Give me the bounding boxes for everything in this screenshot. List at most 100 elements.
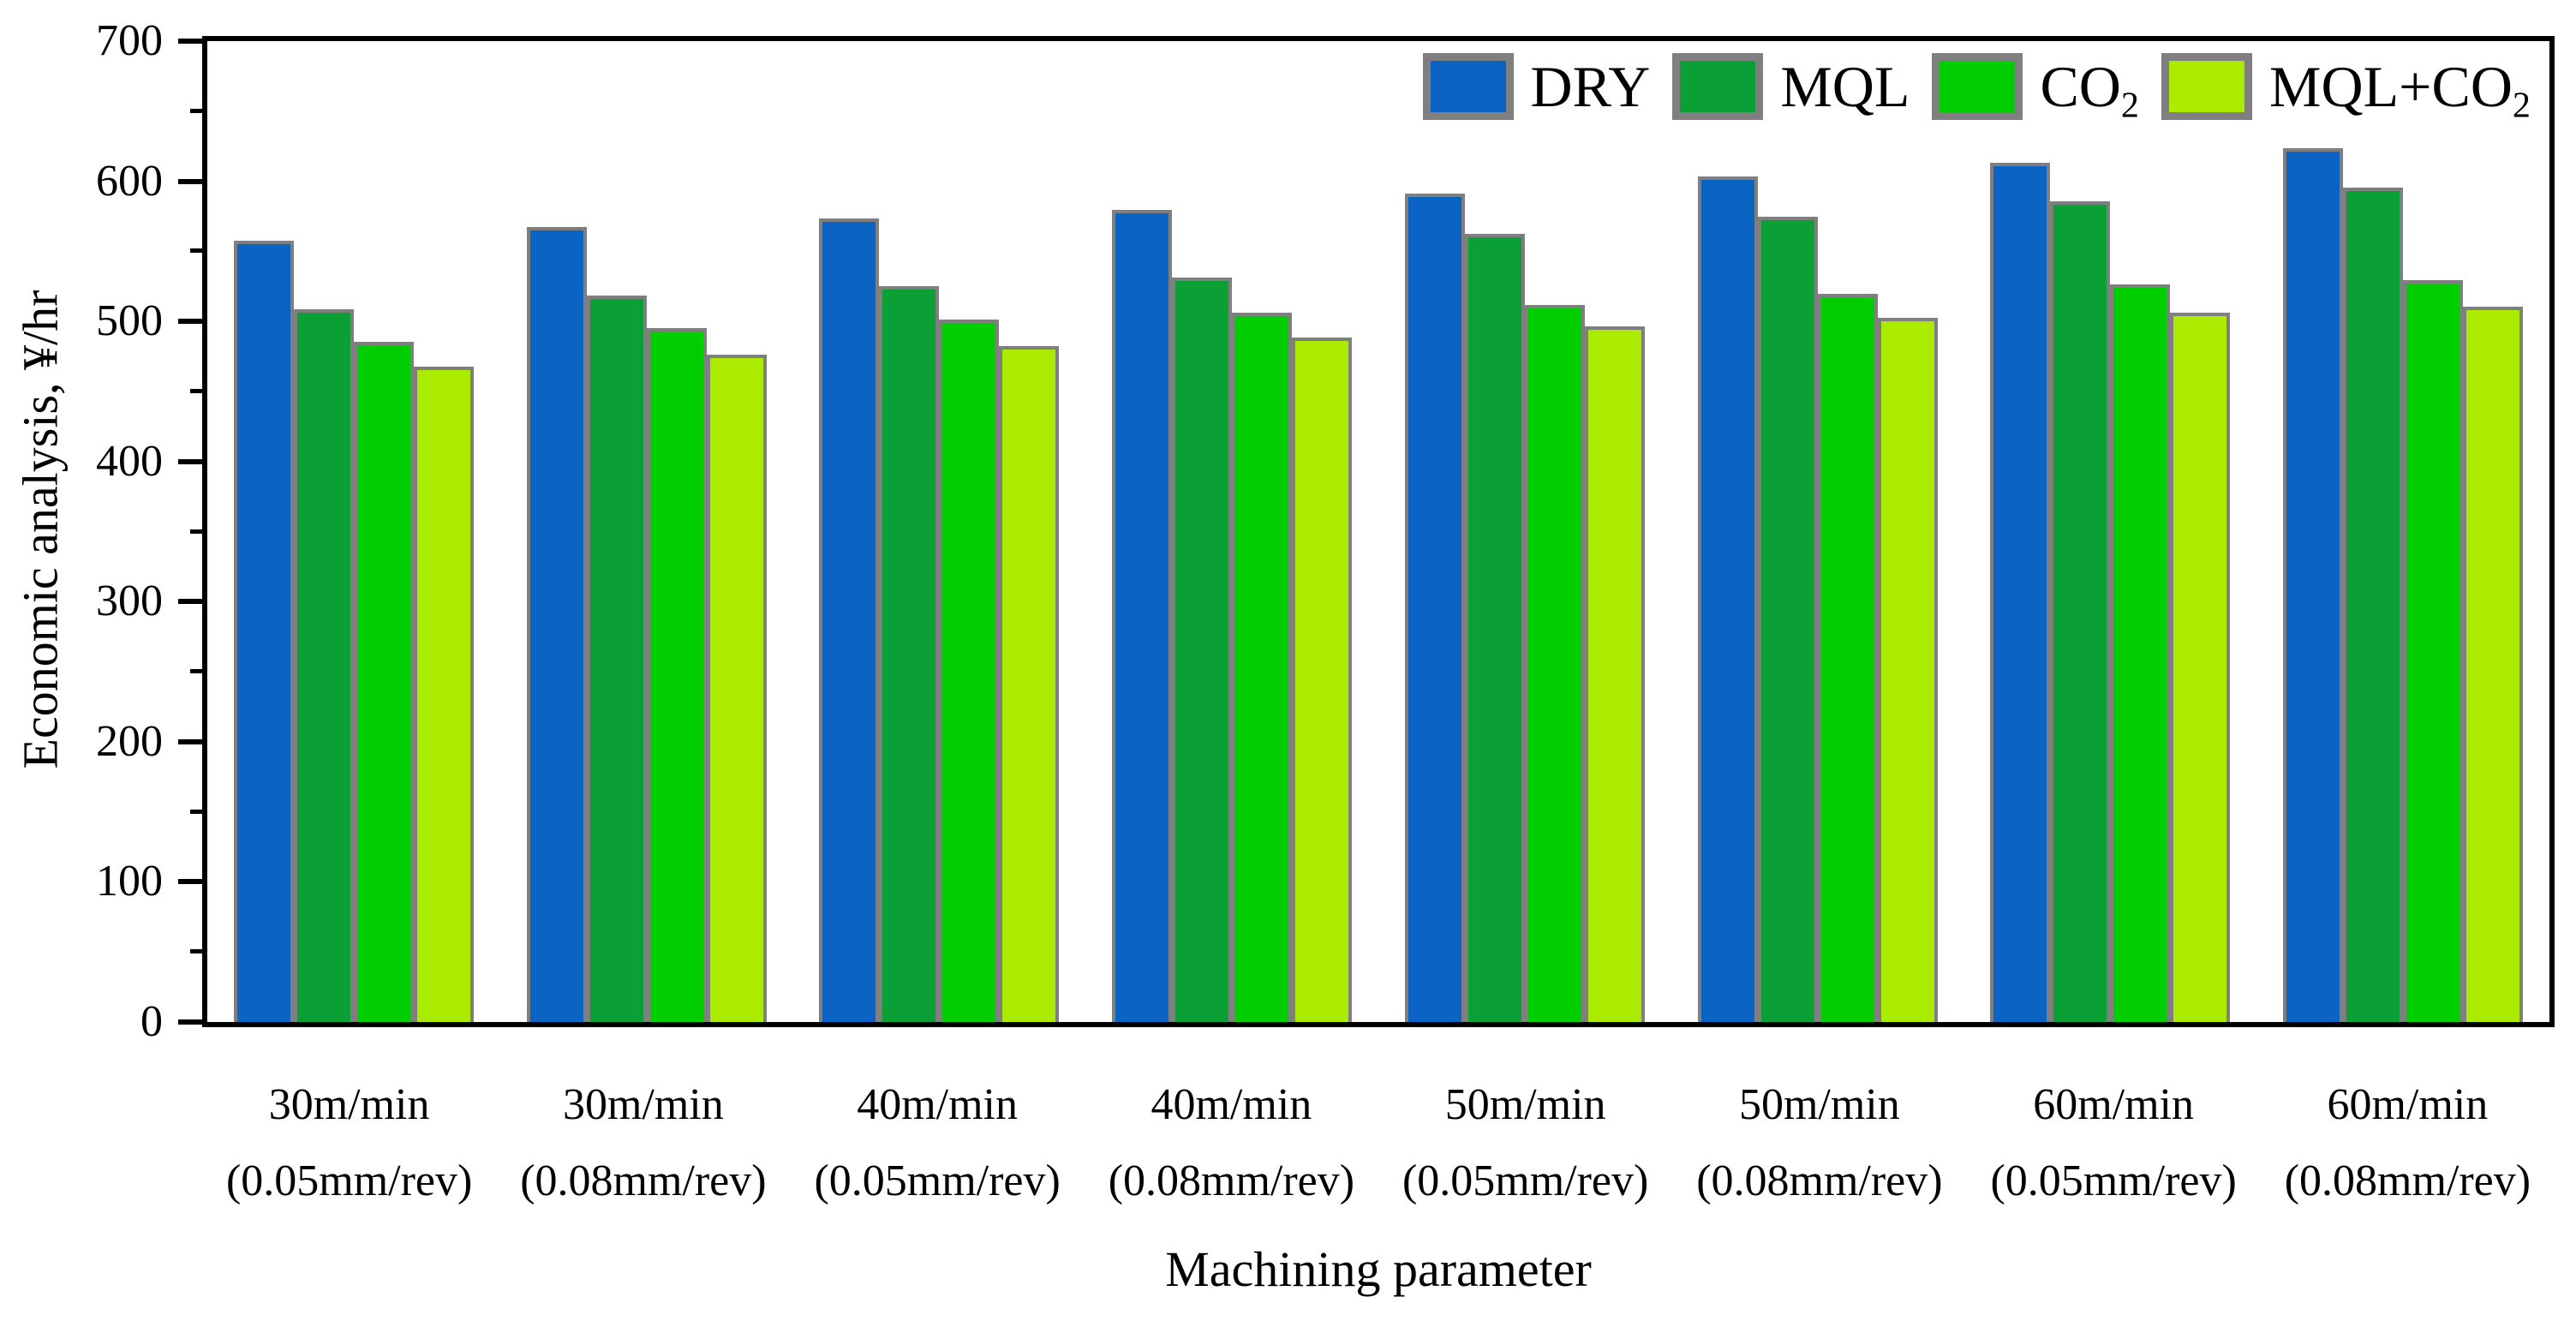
bar-mql <box>1464 234 1525 1022</box>
x-category-label: 40m/min (0.05mm/rev) <box>814 1067 1060 1220</box>
x-category-line1: 60m/min <box>2327 1080 2489 1129</box>
y-axis-tick-label: 600 <box>96 156 163 206</box>
x-category-line2: (0.08mm/rev) <box>1696 1157 1943 1206</box>
plot-area: DRY MQL CO2 MQL+CO2 0 100 200 300 400 500 600 700 <box>96 19 2555 1044</box>
y-axis-major-tick <box>178 879 207 885</box>
bar-mql-co2 <box>1877 318 1938 1022</box>
bar-mql <box>2343 188 2404 1022</box>
legend-label: DRY <box>1530 54 1651 119</box>
x-category-label: 60m/min (0.08mm/rev) <box>2285 1067 2531 1220</box>
x-category-line1: 50m/min <box>1444 1080 1606 1129</box>
bar-mql-co2 <box>2170 312 2231 1022</box>
bar-group <box>526 41 767 1022</box>
y-axis-tick-label: 300 <box>96 577 163 626</box>
x-category-line1: 30m/min <box>562 1080 724 1129</box>
x-category-label: 30m/min (0.08mm/rev) <box>520 1067 766 1220</box>
legend-label: CO2 <box>2040 54 2139 126</box>
bar-group <box>1404 41 1645 1022</box>
y-axis-tick-label: 400 <box>96 436 163 486</box>
legend-swatch <box>1422 53 1514 120</box>
legend-label: MQL <box>1780 54 1910 119</box>
bar-group <box>1112 41 1353 1022</box>
y-axis-major-tick <box>178 319 207 325</box>
bar-mql-co2 <box>706 354 767 1022</box>
bar-mql-co2 <box>1584 326 1645 1022</box>
bar-mql-co2 <box>413 367 474 1022</box>
x-category-line2: (0.05mm/rev) <box>814 1157 1061 1206</box>
y-axis-major-tick <box>178 178 207 184</box>
x-category-line1: 60m/min <box>2033 1080 2195 1129</box>
x-category-label: 50m/min (0.05mm/rev) <box>1402 1067 1648 1220</box>
bar-dry <box>1990 162 2051 1022</box>
bar-mql <box>2050 201 2111 1022</box>
y-axis-minor-tick <box>190 108 207 113</box>
y-axis-tick-label: 200 <box>96 716 163 766</box>
bar-group <box>1697 41 1938 1022</box>
x-category-line1: 40m/min <box>857 1080 1019 1129</box>
bar-co2 <box>353 341 414 1022</box>
legend-item: MQL+CO2 <box>2161 53 2531 126</box>
bar-dry <box>819 218 880 1022</box>
bar-mql <box>1757 217 1818 1022</box>
bar-dry <box>233 241 294 1022</box>
x-category-line2: (0.05mm/rev) <box>1402 1157 1649 1206</box>
bar-dry <box>1112 210 1173 1022</box>
bar-mql-co2 <box>1292 338 1353 1022</box>
x-category-line2: (0.08mm/rev) <box>1108 1157 1355 1206</box>
bar-dry <box>2283 148 2344 1022</box>
y-axis-major-tick <box>178 458 207 464</box>
y-axis-minor-tick <box>190 248 207 254</box>
bar-group <box>233 41 474 1022</box>
y-axis-tick-label: 100 <box>96 857 163 906</box>
bar-dry <box>1697 176 1758 1022</box>
bar-co2 <box>1524 305 1585 1022</box>
x-category-line2: (0.05mm/rev) <box>1990 1157 2237 1206</box>
bar-group <box>819 41 1060 1022</box>
bar-mql <box>1172 277 1233 1022</box>
bar-co2 <box>2403 279 2464 1022</box>
y-axis-tick-label: 500 <box>96 296 163 346</box>
x-axis-title: Machining parameter <box>1165 1241 1592 1297</box>
legend-item: DRY <box>1422 53 1651 120</box>
y-axis-minor-tick <box>190 669 207 674</box>
legend-swatch <box>2161 53 2252 120</box>
x-category-labels-row: 30m/min (0.05mm/rev) 30m/min (0.08mm/rev) 40… <box>202 1067 2555 1238</box>
bar-mql-co2 <box>2463 307 2524 1022</box>
y-axis-major-tick <box>178 738 207 744</box>
bar-mql <box>879 285 940 1022</box>
y-axis-minor-tick <box>190 809 207 814</box>
bars-layer <box>207 41 2549 1022</box>
x-category-line2: (0.05mm/rev) <box>225 1157 473 1206</box>
bar-co2 <box>646 327 707 1022</box>
bar-mql-co2 <box>999 345 1060 1022</box>
legend-item: MQL <box>1672 53 1910 120</box>
bar-dry <box>1404 193 1465 1022</box>
legend-swatch <box>1932 53 2023 120</box>
x-category-line1: 50m/min <box>1738 1080 1900 1129</box>
bar-group <box>2283 41 2524 1022</box>
x-category-label: 30m/min (0.05mm/rev) <box>226 1067 472 1220</box>
x-category-line1: 40m/min <box>1151 1080 1312 1129</box>
bar-co2 <box>1817 294 1878 1022</box>
y-axis-tick-label: 700 <box>96 16 163 65</box>
y-axis-minor-tick <box>190 949 207 954</box>
legend: DRY MQL CO2 MQL+CO2 <box>1422 53 2531 126</box>
y-axis-tick-label: 0 <box>140 997 163 1046</box>
y-axis-minor-tick <box>190 388 207 393</box>
bar-co2 <box>1232 312 1293 1022</box>
legend-label: MQL+CO2 <box>2269 54 2531 126</box>
y-axis-title-area: Economic analysis, ¥/hr <box>10 36 70 1022</box>
x-category-label: 50m/min (0.08mm/rev) <box>1696 1067 1942 1220</box>
bar-dry <box>526 226 587 1022</box>
x-category-label: 40m/min (0.08mm/rev) <box>1109 1067 1354 1220</box>
x-category-label: 60m/min (0.05mm/rev) <box>1990 1067 2236 1220</box>
bar-mql <box>586 295 647 1022</box>
x-category-line1: 30m/min <box>268 1080 430 1129</box>
legend-swatch <box>1672 53 1764 120</box>
y-axis-title: Economic analysis, ¥/hr <box>12 290 69 768</box>
x-category-line2: (0.08mm/rev) <box>2284 1157 2531 1206</box>
y-axis-major-tick <box>178 1019 207 1025</box>
x-category-line2: (0.08mm/rev) <box>520 1157 767 1206</box>
y-axis-major-tick <box>178 599 207 605</box>
